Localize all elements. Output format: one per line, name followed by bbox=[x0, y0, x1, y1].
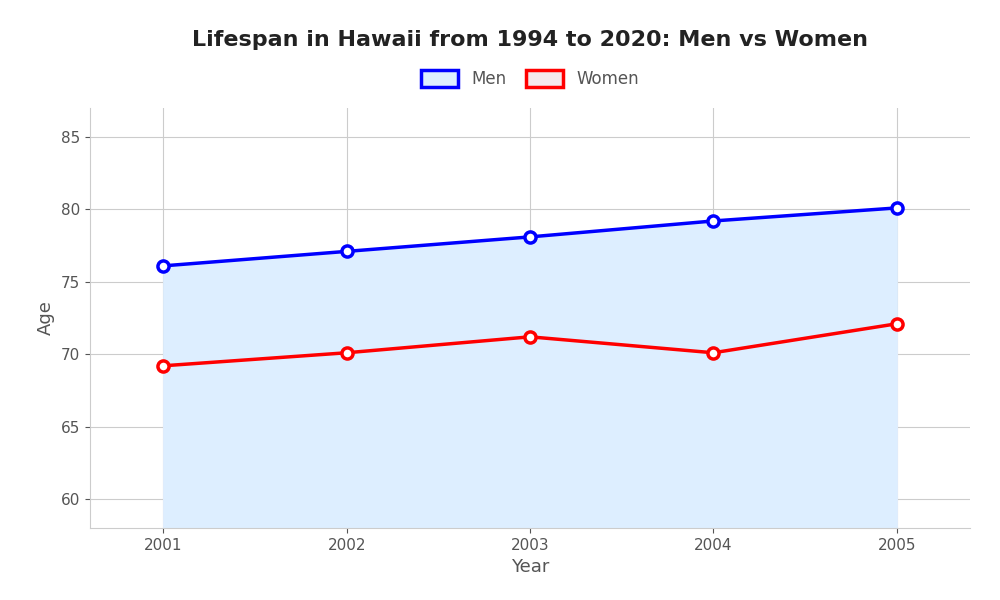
Y-axis label: Age: Age bbox=[37, 301, 55, 335]
Legend: Men, Women: Men, Women bbox=[413, 62, 647, 97]
X-axis label: Year: Year bbox=[511, 558, 549, 576]
Title: Lifespan in Hawaii from 1994 to 2020: Men vs Women: Lifespan in Hawaii from 1994 to 2020: Me… bbox=[192, 29, 868, 49]
